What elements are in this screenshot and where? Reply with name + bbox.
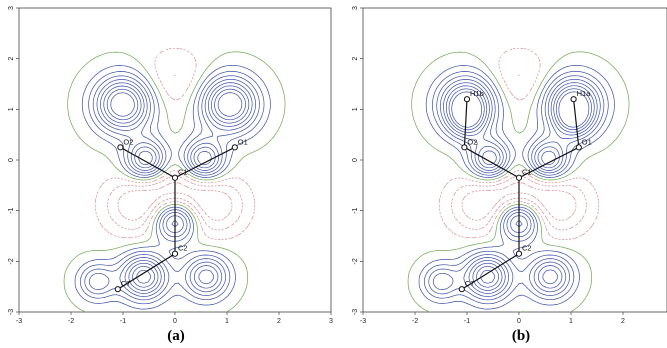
x-tick-label: 0: [173, 318, 177, 325]
atom-C1: [515, 174, 523, 181]
x-tick-label: 2: [277, 318, 281, 325]
positive-contour: [74, 65, 271, 310]
bond-C1-O2: [464, 146, 520, 179]
atom-C2: [171, 250, 179, 257]
panel-a-caption: (a): [167, 328, 185, 344]
panel-b-y-ticks: 3 2 1 0 -1 -2 -3: [352, 6, 363, 315]
positive-contour: [448, 88, 592, 288]
negative-contour: [107, 74, 243, 231]
panel-b-atoms: H1b H1a O2 O1 C1 C2 C7: [458, 89, 592, 293]
y-tick-label: -2: [8, 258, 15, 264]
y-tick-label: -2: [352, 258, 359, 264]
y-tick-label: 3: [352, 6, 359, 10]
atom-label: C2: [522, 244, 532, 253]
atom-label: O1: [238, 137, 248, 146]
panel-a-atoms: O2 O1 C1 C2 C7: [114, 137, 248, 293]
panel-b-frame: [362, 7, 667, 313]
atom-label: H1b: [470, 89, 484, 98]
atom-O2: [461, 144, 468, 151]
y-tick-label: -3: [8, 309, 15, 315]
zero-contour: [63, 51, 286, 312]
bond-C1-O2: [120, 146, 176, 179]
positive-contour: [110, 92, 243, 284]
x-tick-label: 3: [329, 318, 333, 325]
panel-a-frame: [18, 7, 332, 313]
y-tick-label: 0: [352, 158, 359, 162]
atom-label: C1: [178, 168, 188, 177]
atom-label: O2: [123, 137, 133, 146]
positive-contour: [451, 91, 590, 284]
y-tick-label: 1: [352, 107, 359, 111]
panel-a-contour-map: O2 O1 C1 C2 C7 -3 -2 -1 0 1 2 3 3 2 1 0 -1 -2 -3 (a): [8, 6, 333, 344]
atom-label: O1: [582, 137, 592, 146]
negative-contour: [438, 47, 600, 240]
bond-H1b-O2: [463, 99, 468, 148]
panel-b-caption: (b): [512, 328, 530, 344]
panel-a-y-ticks: 3 2 1 0 -1 -2 -3: [8, 6, 19, 315]
y-tick-label: 2: [8, 57, 15, 61]
zero-contour: [407, 51, 630, 312]
positive-contour: [423, 70, 609, 305]
atom-label: H1a: [577, 89, 592, 98]
atom-O2: [117, 144, 124, 151]
atom-O1: [575, 144, 582, 151]
positive-contour: [79, 70, 265, 305]
x-tick-label: -2: [412, 318, 418, 325]
positive-contour: [88, 78, 256, 297]
negative-contour: [117, 182, 233, 221]
panel-b-x-ticks: -3 -2 -1 0 1 2: [360, 312, 625, 325]
y-tick-label: 2: [352, 57, 359, 61]
positive-contour: [84, 75, 260, 301]
positive-contour: [445, 85, 595, 291]
positive-contour: [418, 65, 615, 310]
positive-contour: [432, 78, 601, 297]
bond-C2-C7: [117, 253, 176, 290]
x-tick-label: 0: [517, 318, 521, 325]
y-tick-label: -1: [352, 207, 359, 213]
panel-b-contours: [407, 47, 630, 312]
atom-label: O2: [467, 137, 477, 146]
positive-contour: [443, 82, 598, 294]
x-tick-label: -2: [68, 318, 74, 325]
negative-contour: [451, 74, 587, 231]
panel-b-contour-map: H1b H1a O2 O1 C1 C2 C7 -3 -2 -1 0 1 2 3 2 1 0 -1 -2 -3 (b…: [352, 6, 667, 344]
x-tick-label: 1: [569, 318, 573, 325]
y-tick-label: -3: [352, 309, 359, 315]
atom-C7: [458, 286, 465, 293]
positive-contour: [103, 85, 250, 291]
atom-label: C7: [121, 279, 131, 288]
atom-C1: [171, 174, 179, 181]
atom-H1b: [463, 96, 471, 103]
atom-H1a: [570, 96, 577, 103]
y-tick-label: 3: [8, 6, 15, 10]
panel-a-bonds: [117, 146, 236, 290]
bond-H1a-O1: [573, 99, 580, 148]
negative-contour: [94, 47, 256, 240]
panel-b-bonds: [461, 99, 580, 290]
negative-contour: [461, 182, 577, 221]
positive-contour: [106, 88, 246, 288]
panel-a-contours: [63, 47, 286, 312]
x-tick-label: -3: [16, 318, 22, 325]
x-tick-label: 2: [621, 318, 625, 325]
y-tick-label: 1: [8, 107, 15, 111]
x-tick-label: -1: [120, 318, 126, 325]
x-tick-label: -1: [464, 318, 470, 325]
y-tick-label: -1: [8, 207, 15, 213]
atom-C2: [515, 250, 523, 257]
atom-O1: [231, 144, 238, 151]
atom-C7: [114, 286, 121, 293]
y-tick-label: 0: [8, 158, 15, 162]
bond-C1-O1: [518, 146, 580, 179]
bond-C1-O1: [174, 146, 236, 179]
atom-label: C7: [465, 279, 475, 288]
x-tick-label: 1: [225, 318, 229, 325]
panel-a-x-ticks: -3 -2 -1 0 1 2 3: [16, 312, 333, 325]
atom-label: C2: [178, 244, 188, 253]
atom-label: C1: [522, 168, 532, 177]
x-tick-label: -3: [360, 318, 366, 325]
bond-C2-C7: [461, 253, 520, 290]
